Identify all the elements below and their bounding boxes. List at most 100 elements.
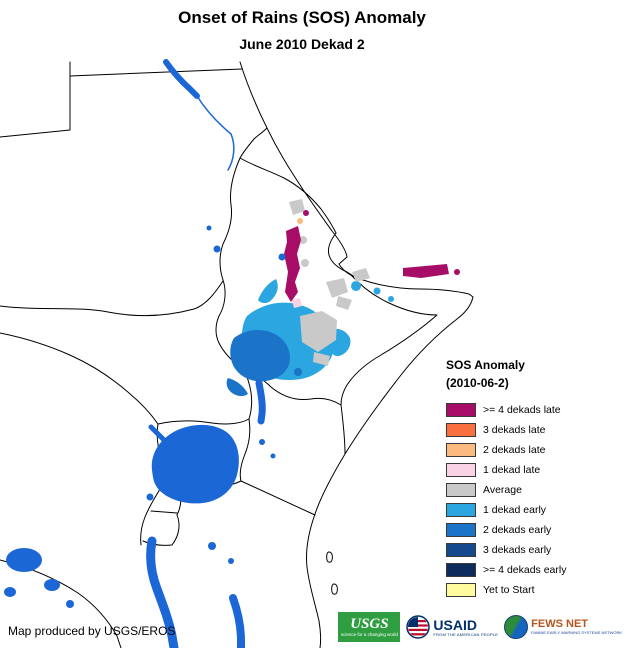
anomaly-patch: [326, 278, 348, 298]
anomaly-patch: [351, 281, 361, 291]
lake-edward: [152, 467, 158, 473]
lake-tanganyika: [146, 536, 179, 648]
usgs-logo-tagline: science for a changing world: [340, 631, 398, 637]
anomaly-patch: [292, 298, 302, 308]
logo-row: USGS science for a changing world USAID …: [338, 612, 622, 642]
lake-turkana: [255, 379, 266, 425]
legend-item: 2 dekads early: [446, 520, 624, 540]
anomaly-patch: [352, 268, 370, 282]
border-coastline: [239, 61, 474, 648]
legend-swatch: [446, 543, 476, 557]
border-ethiopia-somalia: [340, 274, 438, 406]
legend-swatch: [446, 583, 476, 597]
map-subtitle: June 2010 Dekad 2: [239, 36, 365, 52]
lake-albert: [148, 424, 168, 444]
border-burundi-tanzania: [171, 514, 180, 546]
legend-item-label: 3 dekads late: [483, 424, 546, 436]
anomaly-patch: [300, 311, 337, 352]
anomaly-late1-patches: [292, 298, 302, 308]
legend-item-label: 3 dekads early: [483, 544, 552, 556]
legend-item-label: >= 4 dekads early: [483, 564, 567, 576]
legend-swatch: [446, 563, 476, 577]
anomaly-patch: [258, 279, 278, 304]
anomaly-late4-patches: [284, 210, 460, 302]
lake-kivu: [146, 493, 154, 501]
usaid-seal-icon: [406, 615, 431, 639]
anomaly-patch: [301, 259, 309, 267]
border-kenya-somalia: [340, 404, 346, 455]
border-eritrea-ethiopia: [239, 157, 337, 234]
legend-item-label: 1 dekad early: [483, 504, 547, 516]
anomaly-patch: [454, 269, 460, 275]
anomaly-patch: [294, 368, 302, 376]
legend-item: 2 dekads late: [446, 440, 624, 460]
anomaly-patch: [299, 236, 307, 244]
anomaly-patch: [230, 330, 290, 382]
lake-tana: [278, 253, 286, 261]
border-uganda-north: [157, 418, 250, 425]
anomaly-patch: [289, 199, 305, 215]
border-ethiopia-sudan: [215, 157, 242, 368]
anomaly-patch: [388, 296, 394, 302]
globe-icon: [504, 615, 529, 639]
legend-item: >= 4 dekads early: [446, 560, 624, 580]
water-blob: [44, 579, 60, 591]
water-dot: [270, 453, 276, 459]
usaid-logo-name: USAID: [433, 616, 477, 633]
water-dot: [208, 542, 216, 550]
water-fills: [4, 225, 286, 608]
anomaly-patch: [373, 287, 381, 295]
lake-malawi: [229, 594, 245, 648]
legend-swatch: [446, 443, 476, 457]
lake-victoria-blob: [151, 424, 239, 504]
usgs-logo: USGS science for a changing world: [338, 612, 401, 642]
island-zanzibar: [326, 551, 333, 563]
map-credit: Map produced by USGS/EROS: [8, 624, 176, 638]
border-sudan-eritrea: [239, 127, 268, 159]
fewsnet-logo-name: FEWS NET: [531, 618, 589, 630]
island-mafia: [331, 583, 338, 595]
border-uganda-kenya: [239, 418, 251, 482]
legend-item: 1 dekad late: [446, 460, 624, 480]
usaid-logo: USAID FROM THE AMERICAN PEOPLE: [406, 615, 498, 639]
anomaly-average-patches: [289, 199, 370, 366]
map-title: Onset of Rains (SOS) Anomaly: [178, 8, 426, 27]
anomaly-patch: [303, 210, 309, 216]
legend-swatch: [446, 483, 476, 497]
legend-swatch: [446, 423, 476, 437]
water-blob: [6, 548, 42, 572]
border-sudan-admin: [0, 280, 224, 317]
fewsnet-logo-tagline: FAMINE EARLY WARNING SYSTEMS NETWORK: [531, 630, 622, 635]
anomaly-patch: [297, 218, 303, 224]
legend-item: Yet to Start: [446, 580, 624, 600]
border-car-drc: [0, 332, 159, 425]
legend-subtitle: (2010-06-2): [446, 376, 509, 390]
legend-item: 3 dekads early: [446, 540, 624, 560]
legend-item-label: 1 dekad late: [483, 464, 541, 476]
water-blob: [4, 587, 16, 597]
border-djibouti: [327, 232, 356, 278]
border-egypt-sudan: [69, 68, 243, 77]
water-blob: [66, 600, 74, 608]
legend-swatch: [446, 403, 476, 417]
anomaly-patch: [336, 296, 352, 310]
legend-swatch: [446, 463, 476, 477]
legend-item-label: 2 dekads late: [483, 444, 546, 456]
legend-item-label: 2 dekads early: [483, 524, 552, 536]
legend-swatch: [446, 503, 476, 517]
anomaly-patch: [284, 226, 301, 302]
border-kenya-tanzania: [240, 480, 316, 516]
legend-swatch: [446, 523, 476, 537]
water-dot: [213, 245, 221, 253]
anomaly-early2-patches: [226, 330, 302, 397]
border-rwanda-burundi: [150, 510, 178, 514]
water-lines: [146, 59, 266, 648]
anomaly-late2-patches: [297, 218, 303, 224]
legend-item: >= 4 dekads late: [446, 400, 624, 420]
water-dot: [259, 439, 265, 445]
fewsnet-logo: FEWS NET FAMINE EARLY WARNING SYSTEMS NE…: [504, 615, 622, 639]
legend-item: 3 dekads late: [446, 420, 624, 440]
legend-title: SOS Anomaly: [446, 358, 525, 372]
legend-items: >= 4 dekads late 3 dekads late 2 dekads la…: [446, 400, 624, 600]
